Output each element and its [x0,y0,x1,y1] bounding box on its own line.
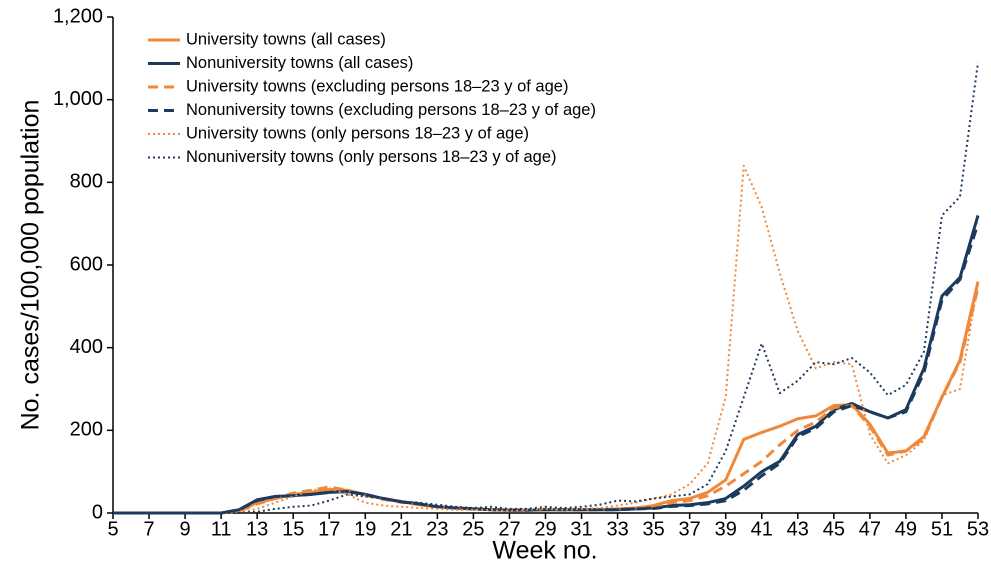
x-tick-label: 19 [354,518,376,540]
y-tick-label: 400 [70,336,103,358]
series-line [113,281,980,515]
x-tick-label: 37 [679,518,701,540]
x-tick-label: 21 [390,518,412,540]
x-tick-label: 9 [180,518,191,540]
x-tick-label: 11 [211,518,232,540]
x-tick-label: 5 [107,518,118,540]
series-line [113,287,980,515]
legend-label: University towns (excluding persons 18–2… [186,77,568,95]
legend-label: University towns (all cases) [186,30,386,48]
x-tick-label: 51 [931,518,953,540]
x-axis-label: Week no. [492,537,597,565]
x-tick-label: 35 [643,518,665,540]
y-tick-label: 1,200 [53,5,103,27]
y-tick-label: 0 [92,501,103,523]
x-tick-label: 15 [282,518,304,540]
series-line [113,62,979,514]
y-tick-label: 600 [70,253,103,275]
x-tick-label: 33 [606,518,628,540]
x-tick-label: 53 [967,518,989,540]
x-tick-label: 47 [859,518,881,540]
x-tick-label: 43 [787,518,809,540]
legend-label: Nonuniversity towns (only persons 18–23 … [186,148,557,166]
legend-label: Nonuniversity towns (all cases) [186,54,413,72]
x-tick-label: 7 [143,518,154,540]
x-tick-label: 29 [534,518,556,540]
x-tick-label: 49 [895,518,917,540]
x-tick-label: 41 [751,518,773,540]
x-tick-label: 23 [426,518,448,540]
y-tick-label: 1,000 [53,88,103,110]
x-tick-label: 25 [462,518,484,540]
series-line [113,223,980,515]
series-line [113,164,979,514]
x-tick-label: 17 [318,518,340,540]
x-tick-label: 31 [570,518,592,540]
x-tick-label: 39 [715,518,737,540]
legend-label: University towns (only persons 18–23 y o… [186,124,529,142]
y-tick-label: 200 [70,419,103,441]
x-tick-label: 27 [498,518,520,540]
legend-label: Nonuniversity towns (excluding persons 1… [186,101,596,119]
y-axis-label: No. cases/100,000 population [17,100,45,431]
x-tick-label: 13 [246,518,268,540]
y-tick-label: 800 [70,171,103,193]
x-tick-label: 45 [823,518,845,540]
